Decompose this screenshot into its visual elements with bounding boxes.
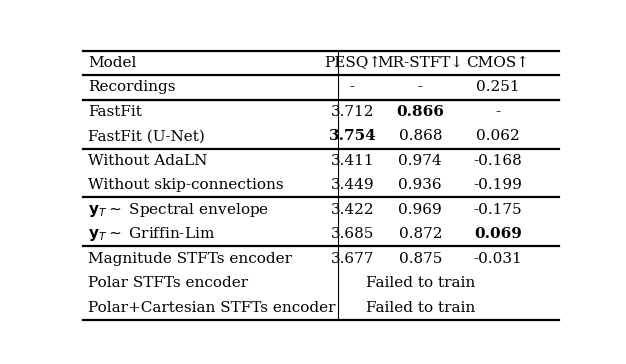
Text: $\mathbf{y}_T \sim$ Griffin-Lim: $\mathbf{y}_T \sim$ Griffin-Lim [88, 225, 215, 243]
Text: 0.251: 0.251 [476, 80, 520, 94]
Text: 3.677: 3.677 [331, 252, 374, 266]
Text: 0.875: 0.875 [399, 252, 442, 266]
Text: 0.872: 0.872 [399, 227, 442, 241]
Text: -0.168: -0.168 [473, 154, 522, 168]
Text: 3.754: 3.754 [329, 129, 376, 143]
Text: FastFit (U-Net): FastFit (U-Net) [88, 129, 205, 143]
Text: Without skip-connections: Without skip-connections [88, 178, 284, 192]
Text: Failed to train: Failed to train [366, 301, 475, 314]
Text: 0.866: 0.866 [396, 105, 444, 119]
Text: FastFit: FastFit [88, 105, 142, 119]
Text: 0.969: 0.969 [398, 203, 442, 217]
Text: Polar STFTs encoder: Polar STFTs encoder [88, 276, 248, 290]
Text: Polar+Cartesian STFTs encoder: Polar+Cartesian STFTs encoder [88, 301, 336, 314]
Text: Recordings: Recordings [88, 80, 175, 94]
Text: $\mathbf{y}_T \sim$ Spectral envelope: $\mathbf{y}_T \sim$ Spectral envelope [88, 201, 269, 219]
Text: -: - [495, 105, 500, 119]
Text: 3.712: 3.712 [331, 105, 374, 119]
Text: 3.422: 3.422 [331, 203, 374, 217]
Text: 3.449: 3.449 [331, 178, 374, 192]
Text: CMOS↑: CMOS↑ [466, 56, 530, 70]
Text: PESQ↑: PESQ↑ [324, 56, 381, 70]
Text: -0.199: -0.199 [473, 178, 522, 192]
Text: -0.031: -0.031 [473, 252, 522, 266]
Text: 0.936: 0.936 [399, 178, 442, 192]
Text: Without AdaLN: Without AdaLN [88, 154, 207, 168]
Text: -: - [350, 80, 355, 94]
Text: Failed to train: Failed to train [366, 276, 475, 290]
Text: Magnitude STFTs encoder: Magnitude STFTs encoder [88, 252, 292, 266]
Text: 0.974: 0.974 [399, 154, 442, 168]
Text: 0.868: 0.868 [399, 129, 442, 143]
Text: 0.069: 0.069 [474, 227, 522, 241]
Text: -: - [418, 80, 423, 94]
Text: 3.411: 3.411 [331, 154, 374, 168]
Text: MR-STFT↓: MR-STFT↓ [377, 56, 463, 70]
Text: -0.175: -0.175 [474, 203, 522, 217]
Text: Model: Model [88, 56, 136, 70]
Text: 3.685: 3.685 [331, 227, 374, 241]
Text: 0.062: 0.062 [476, 129, 520, 143]
